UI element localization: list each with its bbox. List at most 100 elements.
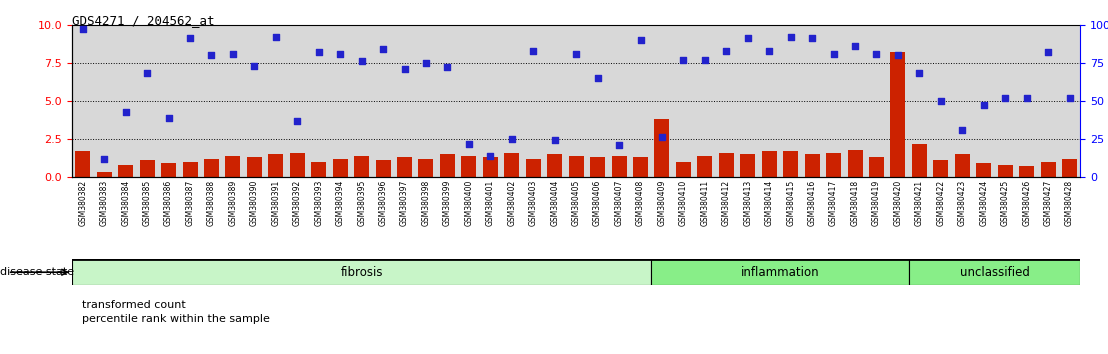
Point <box>203 52 220 58</box>
Text: percentile rank within the sample: percentile rank within the sample <box>82 314 270 324</box>
Bar <box>697 156 712 177</box>
Bar <box>655 119 669 177</box>
Bar <box>119 165 133 177</box>
Bar <box>933 160 948 177</box>
Bar <box>955 154 970 177</box>
Point <box>760 48 778 53</box>
Bar <box>676 162 691 177</box>
Text: unclassified: unclassified <box>960 266 1029 279</box>
Bar <box>1063 159 1077 177</box>
Bar <box>225 156 240 177</box>
Text: GDS4271 / 204562_at: GDS4271 / 204562_at <box>72 14 215 27</box>
Point <box>460 141 478 146</box>
Bar <box>633 157 648 177</box>
Point <box>847 43 864 49</box>
Point <box>803 36 821 41</box>
Bar <box>591 157 605 177</box>
Bar <box>997 165 1013 177</box>
Point <box>932 98 950 104</box>
Point <box>181 36 198 41</box>
Point <box>868 51 885 57</box>
Bar <box>547 154 562 177</box>
Point <box>417 60 434 66</box>
Bar <box>247 157 261 177</box>
Text: transformed count: transformed count <box>82 300 186 310</box>
Point <box>675 57 692 63</box>
Point <box>74 27 92 32</box>
Point <box>482 153 500 159</box>
Point <box>975 103 993 108</box>
Point <box>246 63 264 69</box>
Bar <box>783 151 798 177</box>
Bar <box>161 163 176 177</box>
Text: inflammation: inflammation <box>740 266 819 279</box>
Bar <box>1040 162 1056 177</box>
Text: disease state: disease state <box>0 267 74 277</box>
Point <box>224 51 242 57</box>
Bar <box>483 157 497 177</box>
Bar <box>268 154 284 177</box>
Bar <box>204 159 219 177</box>
Point <box>611 142 628 148</box>
Bar <box>397 157 412 177</box>
Bar <box>311 162 326 177</box>
Bar <box>183 162 197 177</box>
Bar <box>719 153 733 177</box>
Bar <box>96 172 112 177</box>
Point <box>503 136 521 142</box>
Bar <box>568 156 584 177</box>
Point <box>696 57 714 63</box>
Point <box>267 34 285 40</box>
Point <box>739 36 757 41</box>
Bar <box>504 153 520 177</box>
Point <box>524 48 542 53</box>
Point <box>782 34 800 40</box>
Point <box>653 135 670 140</box>
Point <box>116 109 134 114</box>
Point <box>567 51 585 57</box>
Point <box>138 71 156 76</box>
Point <box>331 51 349 57</box>
Point <box>632 37 649 43</box>
Bar <box>804 154 820 177</box>
Bar <box>376 160 391 177</box>
Point <box>718 48 736 53</box>
Bar <box>140 160 155 177</box>
Point <box>824 51 842 57</box>
Bar <box>848 150 862 177</box>
Point <box>1060 95 1078 101</box>
Bar <box>909 259 1080 285</box>
Text: fibrosis: fibrosis <box>340 266 383 279</box>
Point <box>439 64 456 70</box>
Bar <box>72 259 652 285</box>
Bar <box>827 153 841 177</box>
Bar <box>740 154 756 177</box>
Point <box>546 138 564 143</box>
Bar <box>761 151 777 177</box>
Bar <box>891 52 905 177</box>
Point <box>1018 95 1036 101</box>
Bar <box>419 159 433 177</box>
Bar <box>440 154 455 177</box>
Point <box>310 49 328 55</box>
Bar <box>525 159 541 177</box>
Bar <box>75 151 90 177</box>
Bar <box>332 159 348 177</box>
Bar <box>612 156 627 177</box>
Bar <box>461 156 476 177</box>
Point <box>911 71 929 76</box>
Bar <box>290 153 305 177</box>
Bar <box>652 259 909 285</box>
Bar <box>355 156 369 177</box>
Point <box>288 118 306 124</box>
Point <box>889 52 906 58</box>
Point <box>95 156 113 161</box>
Point <box>954 127 972 133</box>
Point <box>160 115 177 120</box>
Bar <box>869 157 884 177</box>
Point <box>352 58 370 64</box>
Point <box>996 95 1014 101</box>
Point <box>588 75 606 81</box>
Bar <box>912 143 927 177</box>
Point <box>396 66 413 72</box>
